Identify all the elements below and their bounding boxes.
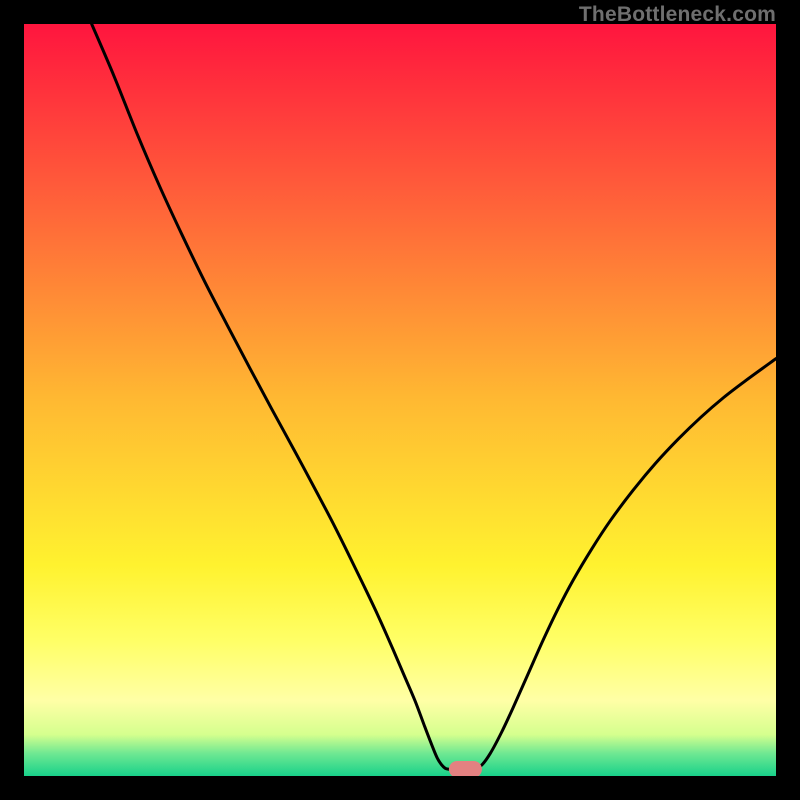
chart-frame: TheBottleneck.com xyxy=(0,0,800,800)
bottleneck-curve-chart xyxy=(24,24,776,776)
plot-area xyxy=(24,24,776,776)
optimal-point-marker xyxy=(449,761,482,776)
